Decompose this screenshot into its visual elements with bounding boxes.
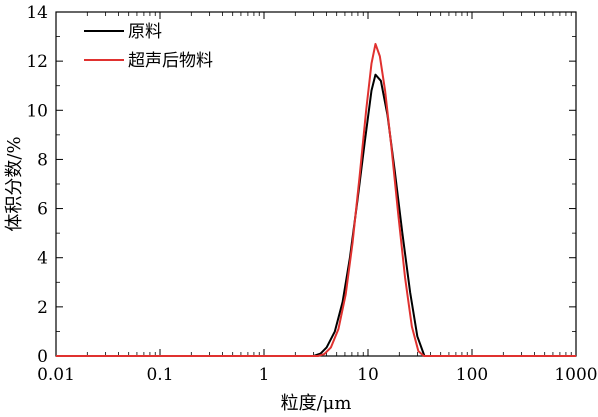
y-tick-label: 8 (37, 150, 48, 170)
x-tick-label: 100 (456, 365, 488, 385)
legend-label-0: 原料 (128, 22, 162, 42)
x-tick-label: 10 (357, 365, 379, 385)
y-tick-label: 2 (37, 298, 48, 318)
x-tick-label: 1 (259, 365, 270, 385)
series-line-0 (56, 73, 576, 357)
x-tick-label: 0.1 (146, 365, 173, 385)
y-axis-label: 体积分数/% (4, 136, 25, 231)
series-layer (56, 42, 576, 357)
x-tick-label: 1000 (554, 365, 597, 385)
legend-label-1: 超声后物料 (128, 51, 213, 71)
x-tick-label: 0.01 (37, 365, 75, 385)
y-tick-label: 0 (37, 347, 48, 367)
x-axis-label: 粒度/μm (281, 393, 352, 414)
y-tick-label: 4 (37, 249, 48, 269)
y-axis-ticks: 0 2 4 6 8 10 12 14 (26, 3, 576, 367)
series-line-1 (56, 42, 576, 357)
y-tick-label: 14 (26, 3, 48, 23)
y-tick-label: 12 (26, 52, 48, 72)
x-axis-ticks: 0.01 0.1 1 10 100 1000 (37, 12, 598, 385)
y-tick-label: 6 (37, 200, 48, 220)
y-tick-label: 10 (26, 101, 48, 121)
